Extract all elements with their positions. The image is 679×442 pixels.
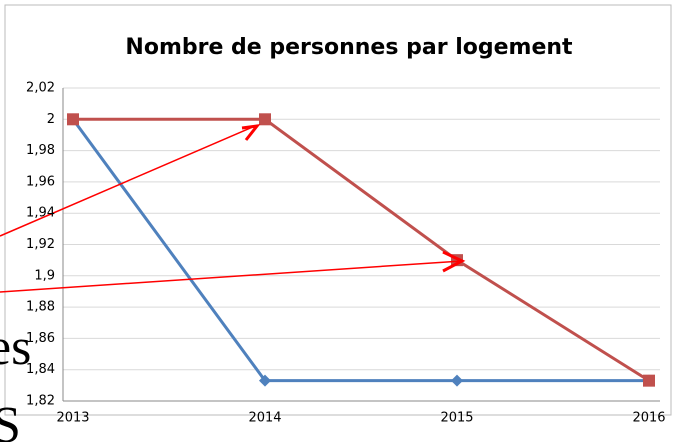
- chart-title: Nombre de personnes par logement: [125, 35, 573, 60]
- marker: [259, 113, 271, 126]
- marker: [259, 374, 271, 387]
- grid: [63, 87, 660, 402]
- y-tick-label: 1,9: [34, 268, 55, 283]
- x-tick-label: 2013: [56, 411, 89, 426]
- marker: [67, 113, 79, 126]
- y-tick-label: 2,02: [26, 81, 55, 96]
- y-tick-label: 2: [47, 112, 55, 127]
- y-tick-label: 1,94: [26, 206, 55, 221]
- chart-frame: [4, 4, 672, 416]
- x-tick-label: 2015: [440, 411, 473, 426]
- series-line: [73, 117, 650, 382]
- marker: [451, 374, 463, 387]
- series-line: [71, 118, 649, 383]
- arrow: [0, 260, 463, 293]
- y-tick-label: 1,88: [26, 300, 55, 315]
- marker: [643, 374, 655, 387]
- y-tick-label: 1,86: [26, 331, 55, 346]
- y-tick-label: 1,84: [26, 362, 55, 377]
- arrowhead: [442, 250, 466, 273]
- y-tick-label: 1,98: [26, 143, 55, 158]
- y-tick-label: 1,92: [26, 237, 55, 252]
- arrow: [0, 125, 256, 237]
- y-tick-label: 1,82: [26, 394, 55, 409]
- x-tick-label: 2016: [632, 411, 665, 426]
- x-tick-label: 2014: [248, 411, 281, 426]
- annotation-text: es: [0, 319, 31, 376]
- y-tick-label: 1,96: [26, 174, 55, 189]
- annotation-arrows: [0, 124, 466, 293]
- annotation-text: S: [0, 397, 21, 442]
- arrowhead: [241, 124, 261, 141]
- plot: [67, 113, 655, 387]
